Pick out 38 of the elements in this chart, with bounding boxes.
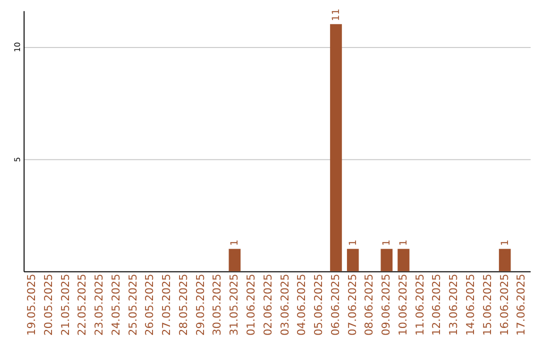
x-tick-label: 04.06.2025 [295,274,308,336]
data-label: 1 [348,240,359,246]
x-tick-label: 22.05.2025 [76,274,89,336]
x-tick-label: 27.05.2025 [160,274,174,336]
x-tick-label: 01.06.2025 [244,274,258,336]
x-tick-label: 12.06.2025 [430,274,444,336]
x-tick-label: 19.05.2025 [25,274,38,336]
x-tick-label: 29.05.2025 [194,274,207,336]
x-tick-label: 28.05.2025 [176,274,190,336]
x-tick-label: 26.05.2025 [143,274,156,336]
x-tick-label: 13.06.2025 [447,274,460,336]
x-tick-label: 14.06.2025 [464,274,478,336]
x-tick-label: 31.05.2025 [228,274,241,336]
y-tick-label: 5 [13,156,22,162]
x-tick-label: 30.05.2025 [210,274,224,336]
x-tick-label: 06.06.2025 [328,274,342,336]
x-tick-label: 09.06.2025 [380,274,393,336]
data-label: 11 [330,8,342,22]
x-tick-label: 07.06.2025 [346,274,359,336]
x-tick-label: 15.06.2025 [480,274,494,336]
y-tick-label: 10 [13,42,22,52]
x-tick-label: 25.05.2025 [126,274,140,336]
x-tick-label: 17.06.2025 [514,274,528,336]
data-label: 1 [230,240,241,246]
x-tick-label: 24.05.2025 [109,274,122,336]
x-tick-label: 21.05.2025 [58,274,72,336]
data-label: 1 [500,240,511,246]
data-label: 1 [398,240,410,246]
x-tick-label: 11.06.2025 [413,274,426,336]
x-tick-label: 20.05.2025 [42,274,55,336]
x-tick-label: 02.06.2025 [261,274,274,336]
x-tick-label: 23.05.2025 [92,274,106,336]
x-tick-label: 10.06.2025 [396,274,410,336]
x-tick-label: 03.06.2025 [278,274,292,336]
data-label: 1 [382,240,393,246]
x-tick-label: 16.06.2025 [498,274,511,336]
x-tick-label: 05.06.2025 [312,274,326,336]
x-tick-label: 08.06.2025 [362,274,376,336]
